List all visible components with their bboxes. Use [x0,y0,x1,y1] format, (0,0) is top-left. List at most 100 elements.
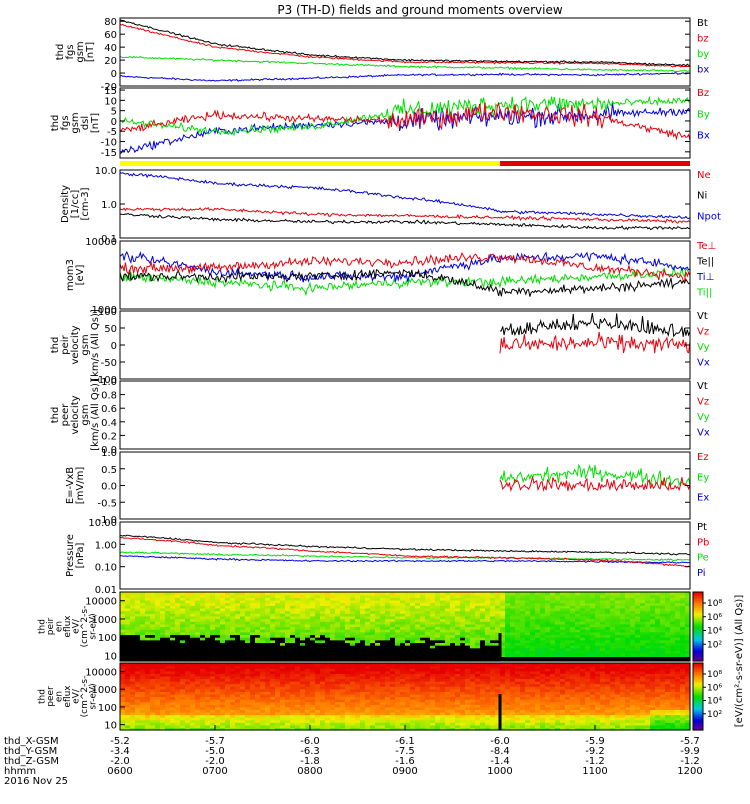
legend-bx: bx [697,65,709,76]
y-tick-label: 0.8 [101,391,117,402]
y-tick-label: 20 [104,56,117,67]
legend-Vt: Vt [697,381,708,392]
legend-Vx: Vx [697,358,710,369]
legend-Bx: Bx [697,131,710,142]
legend-Vy: Vy [697,342,710,353]
legend-Ne: Ne [697,170,711,181]
y-tick-label: -0.5 [97,498,117,509]
legend-Vz: Vz [697,327,709,338]
series-lines [500,465,690,491]
legend-Ez: Ez [697,452,709,463]
y-tick-label: 40 [104,43,117,54]
y-tick-label: 1.00 [95,540,117,551]
spectrogram-peir-en-eflux: 10000100010010thdpeirenefluxeV/(cm^2-s-s… [38,592,691,663]
legend-Pe: Pe [697,553,709,564]
y-tick-label: 10.0 [95,166,117,177]
series-Npot-line [120,172,690,218]
legend-Npot: Npot [697,211,721,222]
panel-frame [120,311,690,379]
y-tick-label: 1.0 [101,448,117,459]
series-lines [120,97,690,154]
y-tick-label: 0.2 [101,431,117,442]
legend-Pi: Pi [697,568,706,579]
data-gap [499,633,502,661]
series-Bt-line [120,20,690,66]
spectrogram-panels: 10000100010010thdpeirenefluxeV/(cm^2-s-s… [38,592,691,732]
legend-Ti||: Ti|| [696,288,712,299]
y-tick-label: 0.5 [101,465,117,476]
series-By-line [120,97,690,135]
legend-Vz: Vz [697,397,709,408]
legend-Te⊥: Te⊥ [696,241,716,252]
legend-Pt: Pt [697,522,707,533]
legend-Ex: Ex [697,493,709,504]
y-tick-label: 0 [111,341,117,352]
series-lines [120,252,690,297]
legend-Ti⊥: Ti⊥ [696,272,714,283]
spectrogram-ylabel-line: sr-eV) [89,613,99,639]
legend-Ey: Ey [697,472,709,483]
y-tick-label: 100 [98,633,117,644]
mode-state-bar [120,161,690,166]
legend-Ni: Ni [697,191,707,202]
y-tick-label: 0.4 [101,418,117,429]
panel-frame [120,241,690,309]
state-bar-slow [120,161,500,166]
series-lines [120,172,690,229]
panel-frame [120,381,690,449]
legend-By: By [697,109,710,120]
panel-ylabel-line: [cm-3] [80,187,91,220]
series-lines [120,20,690,81]
y-tick-label: 0.6 [101,404,117,415]
series-bx-line [120,73,690,82]
state-bar-fast [500,161,690,166]
y-tick-label: 50 [104,324,117,335]
y-tick-label: 0.01 [95,585,117,596]
series-Vz-line [500,332,690,354]
y-tick-label: 1.0 [101,377,117,388]
y-tick-label: 0.0 [101,482,117,493]
legend-Pb: Pb [697,537,709,548]
y-tick-label: 0 [111,69,117,80]
legend-Bz: Bz [697,88,709,99]
legend-Vy: Vy [697,412,710,423]
legend-by: by [697,49,709,60]
panel-frame [120,522,690,589]
panel-ylabel-line: [km/s (All Qs)] [90,379,101,451]
y-tick-label: 10 [104,652,117,663]
y-tick-label: 10000 [85,237,117,248]
panel-ylabel-line: [mV/m] [75,467,86,505]
y-tick-label: 60 [104,30,117,41]
y-tick-label: -50 [101,358,117,369]
series-lines [120,535,690,567]
series-bz-line [120,24,690,67]
panel-ylabel-line: [nT] [85,42,96,62]
panel-ylabel-line: [km/s (All Qs)] [90,309,101,381]
series-Pt-line [120,535,690,555]
panel-ylabel-line: [eV] [75,265,86,286]
series-Vt-line [500,313,690,337]
y-tick-label: 1.0 [101,200,117,211]
chart-title: P3 (TH-D) fields and ground moments over… [277,3,562,17]
spectrogram-peer-en-eflux: 10000100010010thdpeerenefluxeV/(cm^2-s-s… [38,663,691,732]
legend-Vx: Vx [697,428,710,439]
series-Ne-line [120,208,690,223]
y-tick-label: 10.00 [88,518,117,529]
y-tick-label: 0.10 [95,563,117,574]
series-lines [500,313,690,353]
boundary-band [120,657,690,661]
y-tick-label: 80 [104,17,117,28]
series-Ni-line [120,214,690,230]
legend-Vt: Vt [697,311,708,322]
legend-bz: bz [697,34,709,45]
